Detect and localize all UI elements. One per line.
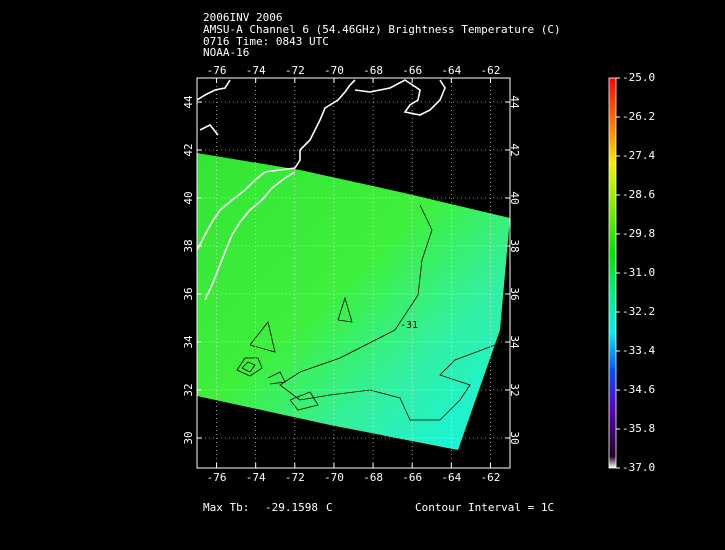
lon-label: -76	[207, 471, 227, 484]
lat-label: 36	[508, 287, 521, 300]
coastline	[196, 79, 446, 301]
lon-label: -62	[481, 471, 501, 484]
max-label: Max Tb:	[203, 501, 249, 514]
colorbar	[608, 77, 617, 469]
lon-label: -70	[324, 64, 344, 77]
colorbar-label: -25.0	[622, 71, 655, 84]
lon-label: -64	[441, 471, 461, 484]
header: 2006INV 2006 AMSU-A Channel 6 (54.46GHz)…	[203, 11, 561, 59]
coast	[199, 123, 219, 136]
lat-label: 42	[508, 143, 521, 156]
lat-label: 30	[508, 431, 521, 444]
lat-label: 34	[182, 335, 195, 349]
lon-label: -76	[207, 64, 227, 77]
contour	[241, 361, 256, 373]
lon-label: -64	[441, 64, 461, 77]
lon-label: -66	[402, 471, 422, 484]
header-line: 2006INV 2006	[203, 11, 282, 24]
lon-label: -72	[285, 64, 305, 77]
lat-label: 38	[508, 239, 521, 252]
colorbar-label: -32.2	[622, 305, 655, 318]
contour	[279, 204, 496, 421]
lon-label: -70	[324, 471, 344, 484]
colorbar-label: -31.0	[622, 266, 655, 279]
lon-label: -74	[246, 64, 266, 77]
contour-label: -31	[400, 320, 418, 331]
lat-label: 42	[182, 143, 195, 156]
lon-label: -74	[246, 471, 266, 484]
lat-label: 32	[508, 383, 521, 396]
colorbar-label: -37.0	[622, 461, 655, 474]
lon-label: -68	[363, 64, 383, 77]
lat-label: 44	[182, 95, 195, 109]
lon-label: -66	[402, 64, 422, 77]
lat-label: 34	[508, 335, 521, 349]
header-line: AMSU-A Channel 6 (54.46GHz) Brightness T…	[203, 23, 561, 36]
lon-label: -62	[481, 64, 501, 77]
contour	[289, 391, 319, 411]
lat-label: 44	[508, 95, 521, 109]
lat-label: 32	[182, 383, 195, 396]
contour-interval: Contour Interval = 1C	[415, 501, 554, 514]
lat-label: 40	[508, 191, 521, 204]
colorbar-label: -33.4	[622, 344, 655, 357]
map-frame	[196, 77, 511, 469]
swath	[197, 153, 510, 450]
lat-label: 40	[182, 191, 195, 204]
footer: Max Tb: -29.1598 C Contour Interval = 1C	[203, 501, 554, 514]
coast	[354, 79, 446, 116]
colorbar-label: -26.2	[622, 110, 655, 123]
contour	[249, 321, 276, 353]
lon-label: -68	[363, 471, 383, 484]
colorbar-label: -28.6	[622, 188, 655, 201]
lon-label: -72	[285, 471, 305, 484]
contours	[236, 204, 496, 421]
lat-label: 36	[182, 287, 195, 300]
coast	[196, 79, 356, 251]
colorbar-label: -29.8	[622, 227, 655, 240]
header-line: NOAA-16	[203, 46, 249, 59]
max-unit: C	[326, 501, 333, 514]
contour	[236, 357, 263, 377]
contour	[267, 371, 286, 385]
contour	[337, 296, 353, 323]
colorbar-label: -35.8	[622, 422, 655, 435]
colorbar-label: -27.4	[622, 149, 655, 162]
coast	[196, 79, 231, 101]
colorbar-label: -34.6	[622, 383, 655, 396]
max-value: -29.1598	[265, 501, 318, 514]
lat-label: 30	[182, 431, 195, 444]
lat-label: 38	[182, 239, 195, 252]
coast	[204, 171, 296, 301]
header-line: 0716 Time: 0843 UTC	[203, 35, 329, 48]
